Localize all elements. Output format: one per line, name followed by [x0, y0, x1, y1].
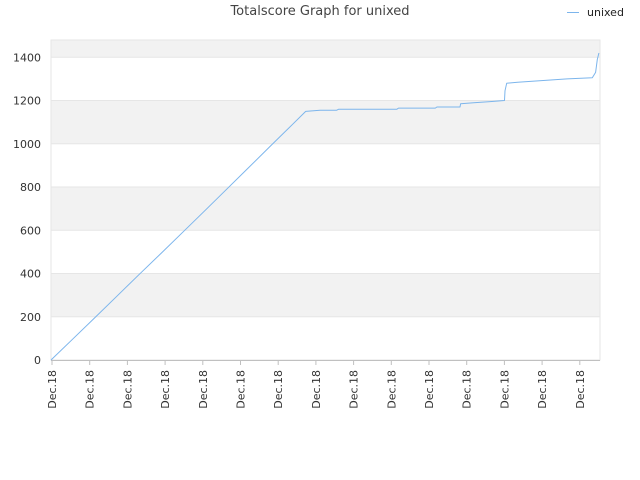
x-tick-labels: Dec.18 Dec.18 Dec.18 Dec.18 Dec.18 Dec.18 Dec.… — [46, 360, 587, 409]
x-tick-label: Dec.18 — [310, 370, 323, 409]
x-tick-label: Dec.18 — [348, 370, 361, 409]
plot-band — [51, 40, 600, 58]
y-tick-label: 200 — [20, 311, 41, 324]
y-tick-label: 1000 — [13, 138, 41, 151]
x-tick-label: Dec.18 — [235, 370, 248, 409]
x-tick-label: Dec.18 — [385, 370, 398, 409]
y-tick-label: 800 — [20, 181, 41, 194]
x-tick-label: Dec.18 — [197, 370, 210, 409]
plot-band — [51, 273, 600, 317]
y-tick-label: 0 — [34, 354, 41, 367]
legend[interactable]: unixed — [567, 6, 624, 19]
chart-title: Totalscore Graph for unixed — [230, 4, 410, 19]
x-tick-label: Dec.18 — [461, 370, 474, 409]
x-tick-label: Dec.18 — [46, 370, 59, 409]
legend-label-unixed: unixed — [587, 6, 624, 19]
y-tick-label: 1400 — [13, 51, 41, 64]
x-tick-label: Dec.18 — [574, 370, 587, 409]
x-tick-label: Dec.18 — [272, 370, 285, 409]
x-tick-label: Dec.18 — [84, 370, 97, 409]
x-tick-label: Dec.18 — [121, 370, 134, 409]
y-tick-label: 600 — [20, 224, 41, 237]
legend-line-swatch — [567, 12, 579, 13]
series-line-unixed — [50, 52, 600, 361]
plot-band — [51, 187, 600, 231]
x-tick-label: Dec.18 — [536, 370, 549, 409]
y-tick-label: 1200 — [13, 95, 41, 108]
x-tick-label: Dec.18 — [423, 370, 436, 409]
x-tick-label: Dec.18 — [498, 370, 511, 409]
y-tick-label: 400 — [20, 268, 41, 281]
x-tick-label: Dec.18 — [159, 370, 172, 409]
plot-band — [51, 100, 600, 144]
series-unixed — [50, 52, 600, 361]
y-tick-labels: 0 200 400 600 800 1000 1200 1400 — [13, 51, 41, 367]
plot-bands — [51, 40, 600, 317]
